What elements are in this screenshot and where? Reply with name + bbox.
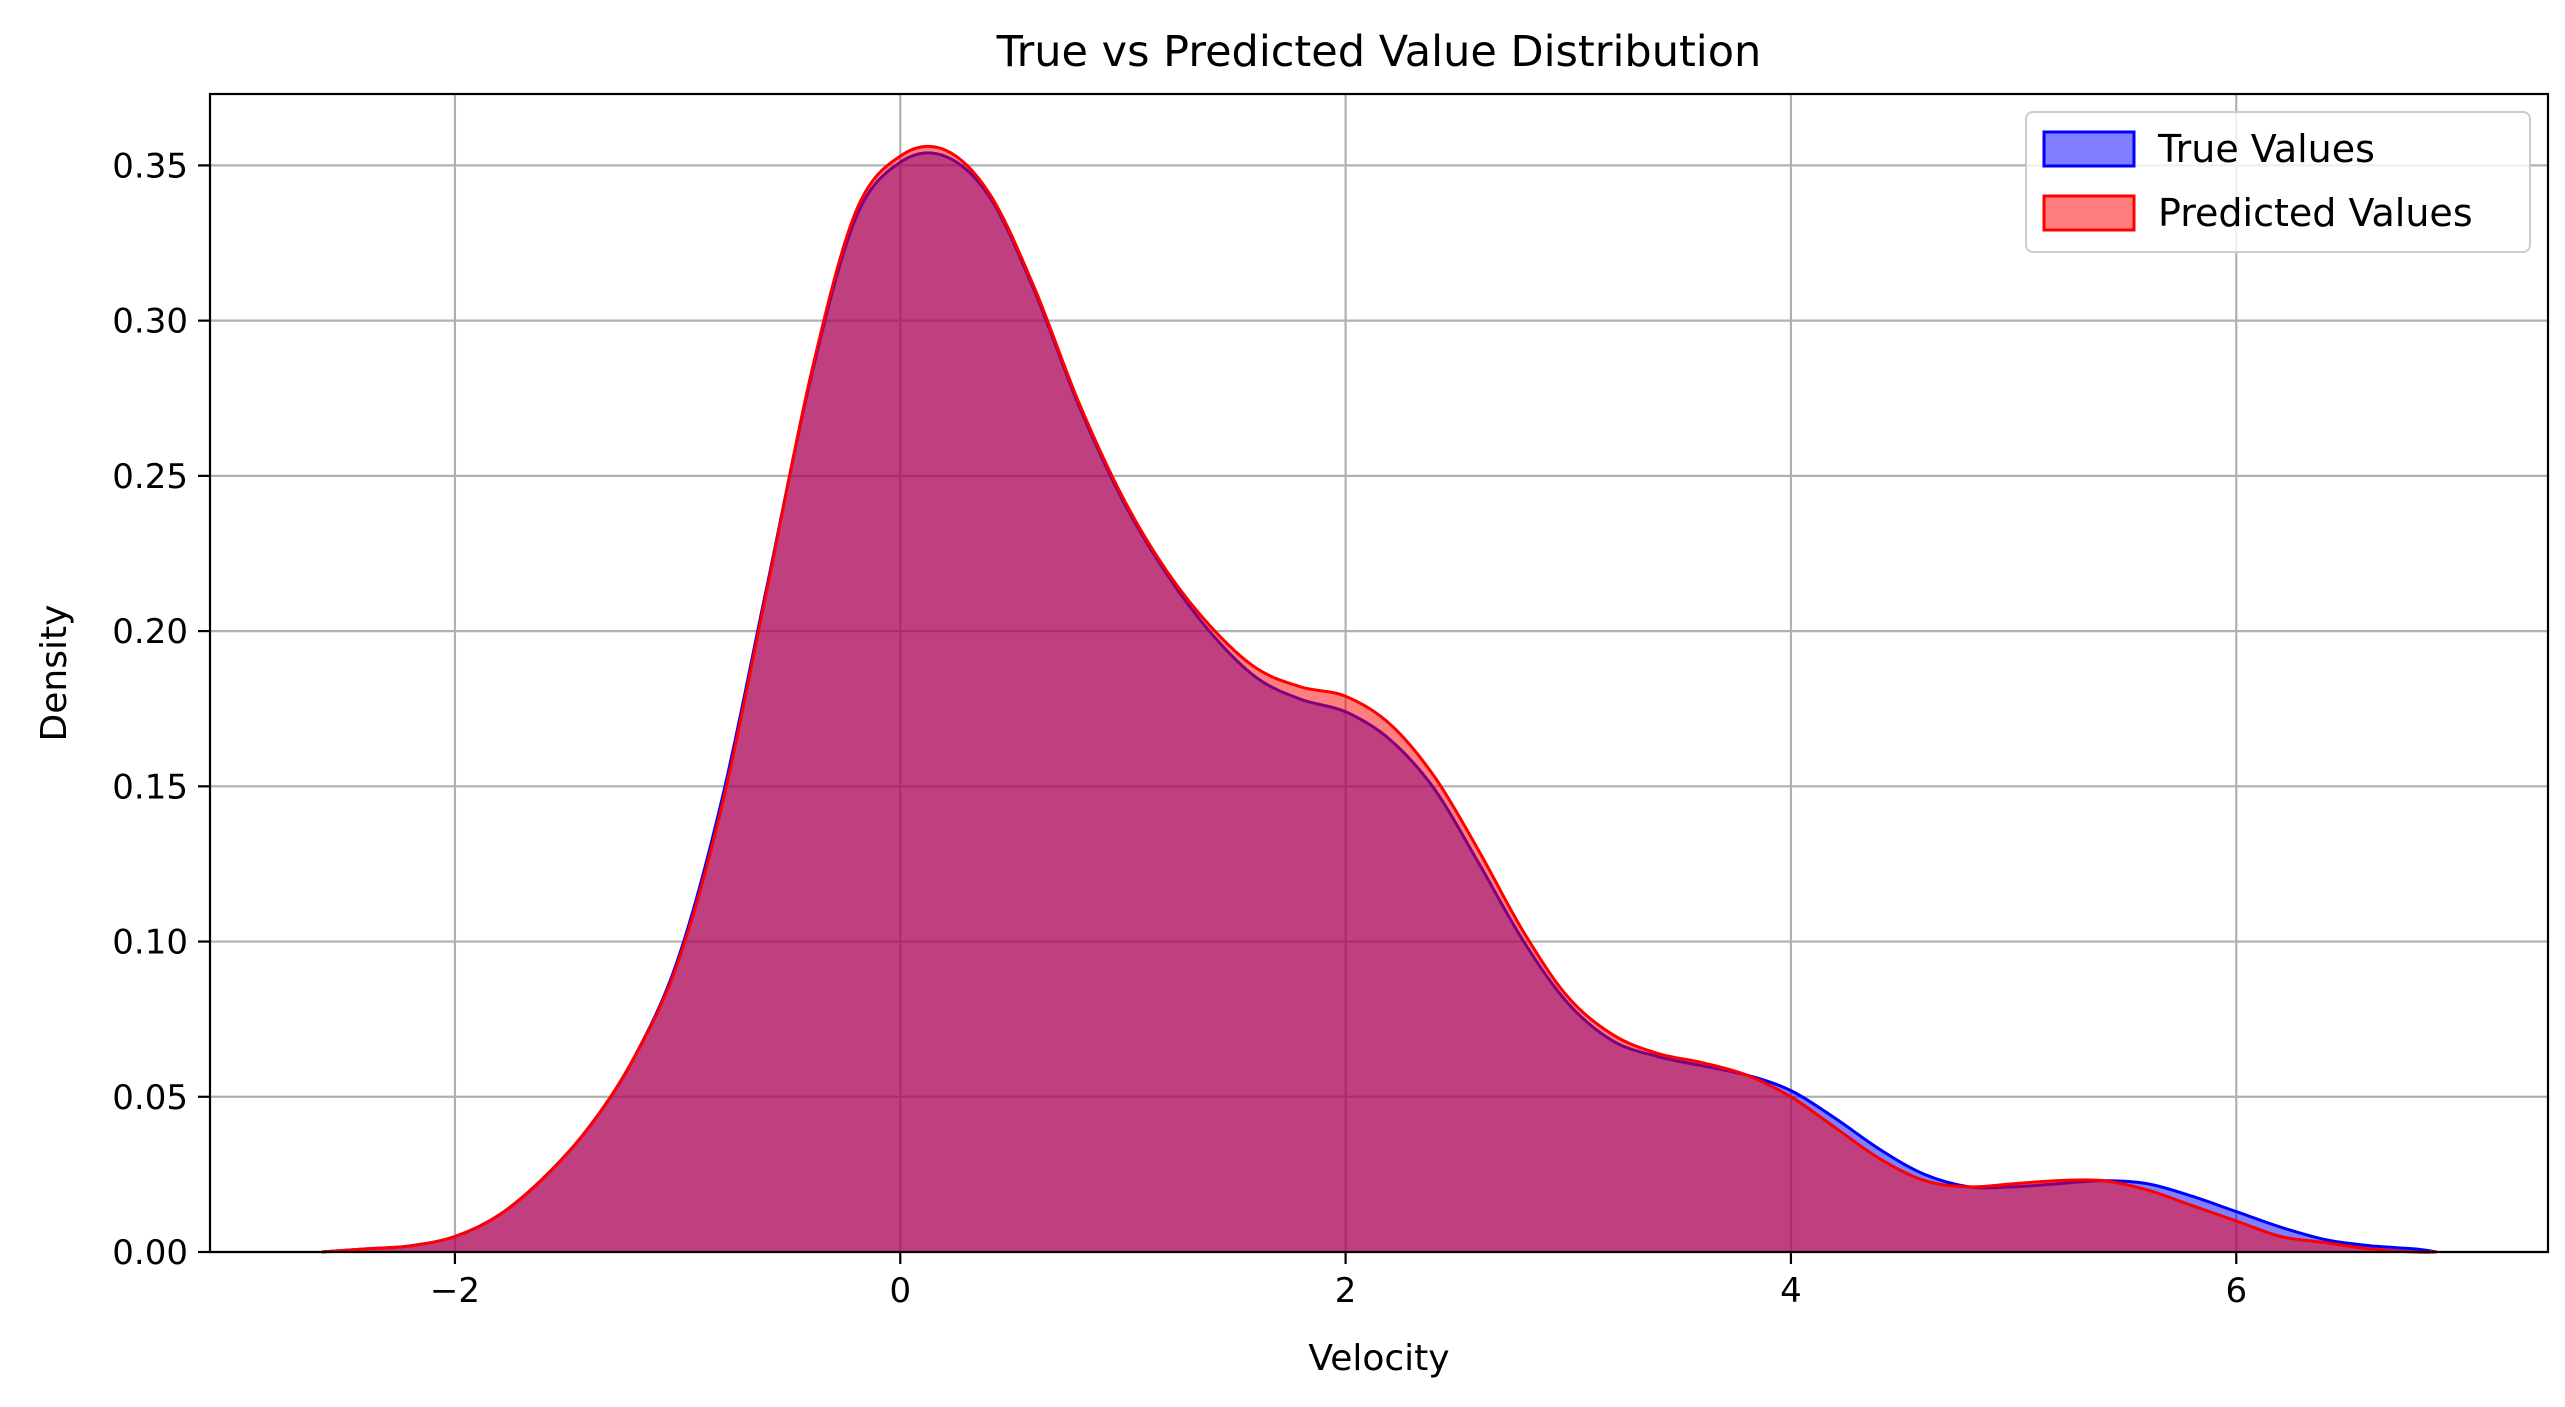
legend: True Values Predicted Values xyxy=(2025,111,2531,253)
x-tick-label: −2 xyxy=(430,1271,480,1311)
x-tick-label: 6 xyxy=(2225,1271,2247,1311)
grid-lines xyxy=(210,94,2548,1254)
legend-label: True Values xyxy=(2157,127,2375,171)
legend-box xyxy=(2025,111,2531,253)
y-tick-label: 0.15 xyxy=(112,767,188,807)
axis-ticks: −2 0 2 4 6 0.00 0.05 0.10 0.15 0.20 0.25 0.30 0.35 xyxy=(112,146,2247,1311)
y-tick-label: 0.35 xyxy=(112,146,188,186)
series-areas xyxy=(321,144,2437,1254)
x-axis-label: Velocity xyxy=(1308,1338,1449,1379)
legend-swatch xyxy=(2042,130,2136,168)
y-tick-label: 0.25 xyxy=(112,457,188,497)
series-line-predicted-values xyxy=(321,144,2437,1254)
plot-frame xyxy=(208,92,2550,1254)
y-tick-label: 0.30 xyxy=(112,302,188,342)
x-tick-label: 0 xyxy=(889,1271,911,1311)
chart-title: True vs Predicted Value Distribution xyxy=(996,27,1762,77)
y-tick-label: 0.20 xyxy=(112,612,188,652)
x-tick-label: 4 xyxy=(1780,1271,1802,1311)
y-tick-label: 0.00 xyxy=(112,1233,188,1273)
y-tick-label: 0.10 xyxy=(112,923,188,963)
legend-label: Predicted Values xyxy=(2158,191,2473,235)
legend-swatch xyxy=(2042,194,2136,232)
y-tick-label: 0.05 xyxy=(112,1078,188,1118)
y-axis-label: Density xyxy=(34,605,75,742)
x-tick-label: 2 xyxy=(1335,1271,1357,1311)
series-area-predicted-values xyxy=(321,146,2437,1253)
